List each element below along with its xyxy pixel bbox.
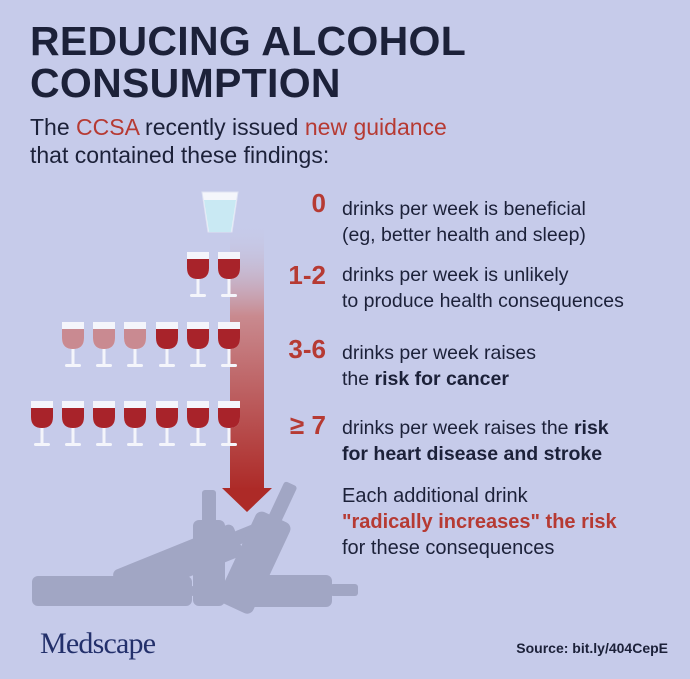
wine-glass-icon — [218, 401, 240, 446]
source-citation: Source: bit.ly/404CepE — [516, 640, 668, 656]
subtitle-line-2: that contained these findings: — [30, 142, 330, 168]
subtitle-guidance: new guidance — [304, 114, 447, 140]
wine-glass-icon — [93, 322, 115, 367]
subtitle-org: CCSA — [76, 114, 139, 140]
closing-line-1: Each additional drink — [342, 485, 528, 507]
closing-line-2: "radically increases" the risk — [342, 511, 617, 533]
finding-2-line-2-bold: risk for cancer — [374, 368, 509, 390]
empty-bottles-icon — [32, 481, 358, 614]
wine-glass-icon — [62, 401, 84, 446]
wine-glass-icon — [62, 322, 84, 367]
closing-text: Each additional drink "radically increas… — [342, 483, 682, 561]
wine-glass-icon — [187, 401, 209, 446]
finding-text-0: drinks per week is beneficial (eg, bette… — [342, 196, 682, 248]
finding-count-2: 3-6 — [288, 334, 326, 364]
finding-text-1: drinks per week is unlikely to produce h… — [342, 262, 682, 314]
finding-1-line-2: to produce health consequences — [342, 290, 624, 312]
finding-text-2: drinks per week raises the risk for canc… — [342, 340, 682, 392]
wine-glass-icon — [156, 401, 178, 446]
wine-glass-icon — [218, 322, 240, 367]
finding-2-line-2-pre: the — [342, 368, 375, 390]
wine-glass-icon — [124, 322, 146, 367]
finding-count-0: 0 — [311, 188, 326, 218]
logo-part-1: Med — [40, 627, 93, 660]
wine-glass-icon — [93, 401, 115, 446]
water-glass-icon — [201, 191, 239, 233]
wine-glass-icon — [218, 252, 240, 297]
wine-glass-icon — [187, 252, 209, 297]
subtitle: The CCSA recently issued new guidance th… — [30, 113, 447, 169]
finding-1-line-1: drinks per week is unlikely — [342, 264, 569, 286]
finding-count-3: ≥ 7 — [290, 410, 326, 440]
finding-0-line-2: (eg, better health and sleep) — [342, 224, 586, 246]
closing-line-3: for these consequences — [342, 537, 555, 559]
finding-count-1: 1-2 — [288, 260, 326, 290]
finding-3-line-2-bold: for heart disease and stroke — [342, 443, 603, 465]
wine-glass-icon — [124, 401, 146, 446]
finding-2-line-1: drinks per week raises — [342, 342, 536, 364]
wine-glass-icon — [31, 401, 53, 446]
wine-glasses — [31, 252, 240, 446]
logo-part-2: scape — [92, 627, 156, 660]
title-line-2: CONSUMPTION — [30, 60, 341, 106]
finding-3-line-1-pre: drinks per week raises the — [342, 417, 574, 439]
finding-0-line-1: drinks per week is beneficial — [342, 198, 586, 220]
subtitle-mid: recently issued — [138, 114, 305, 140]
title-line-1: REDUCING ALCOHOL — [30, 18, 467, 64]
finding-text-3: drinks per week raises the risk for hear… — [342, 415, 682, 467]
finding-3-line-1-bold: risk — [573, 417, 609, 439]
medscape-logo: Medscape — [40, 627, 156, 661]
wine-glass-icon — [187, 322, 209, 367]
page-title: REDUCING ALCOHOL CONSUMPTION — [30, 20, 670, 104]
wine-glass-icon — [156, 322, 178, 367]
subtitle-pre: The — [30, 114, 77, 140]
